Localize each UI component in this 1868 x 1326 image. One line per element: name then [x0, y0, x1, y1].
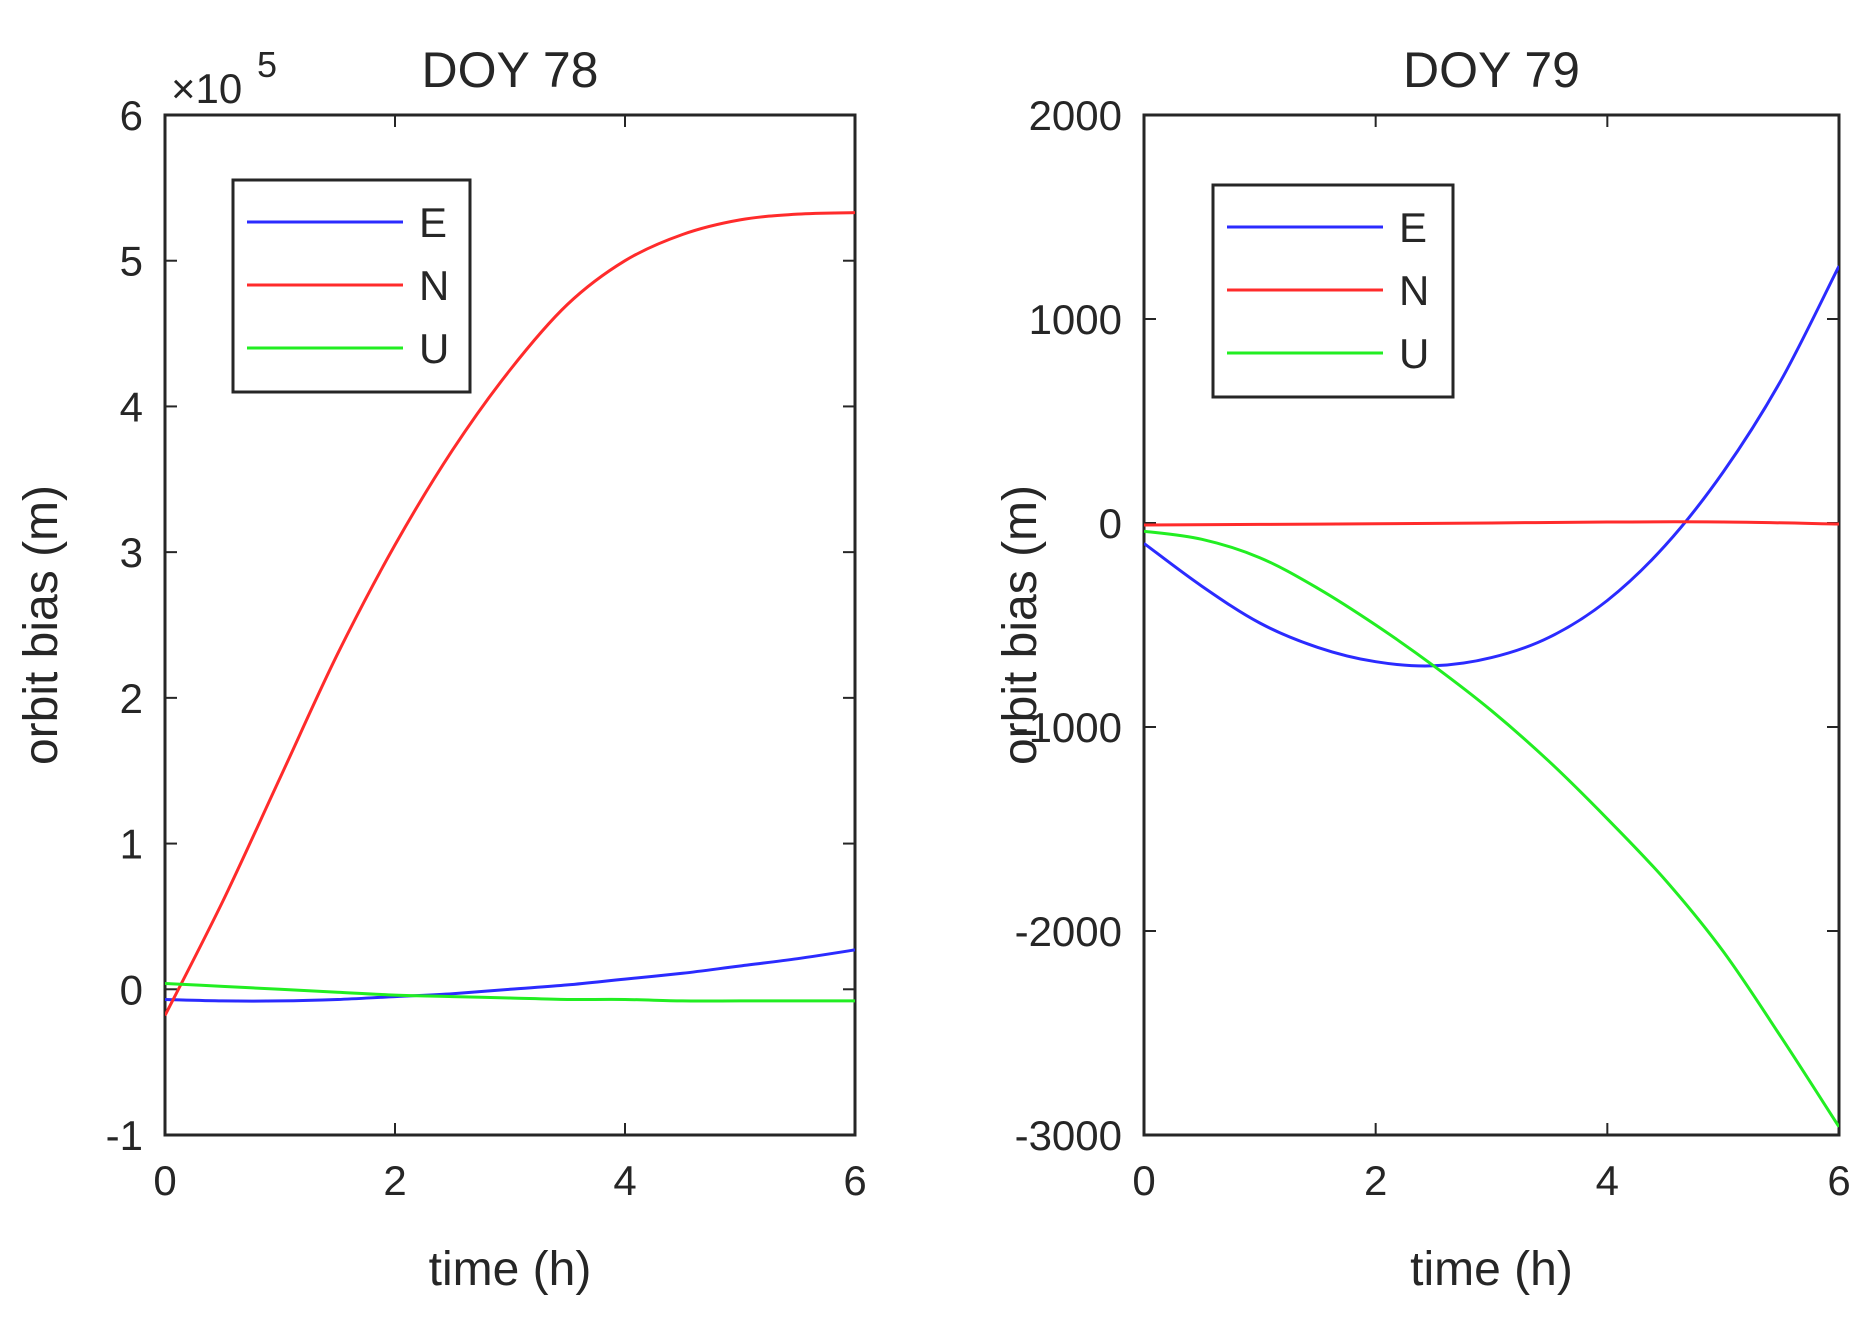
legend-label-E: E — [419, 199, 447, 246]
legend-label-U: U — [419, 325, 449, 372]
series-line-N — [165, 211, 855, 1017]
x-tick-label: 0 — [1132, 1157, 1155, 1204]
legend-label-N: N — [419, 262, 449, 309]
x-tick-label: 2 — [1364, 1157, 1387, 1204]
series-line-U — [1144, 529, 1839, 1128]
series-group — [165, 211, 855, 1017]
legend-label-N: N — [1399, 267, 1429, 314]
y-tick-label: -1 — [106, 1112, 143, 1159]
legend-label-E: E — [1399, 204, 1427, 251]
y-tick-label: 2 — [120, 675, 143, 722]
legend-label-U: U — [1399, 330, 1429, 377]
series-line-N — [1144, 520, 1839, 527]
y-tick-label: -1000 — [1015, 704, 1122, 751]
y-tick-label: 6 — [120, 92, 143, 139]
x-tick-label: 4 — [613, 1157, 636, 1204]
y-tick-label: 4 — [120, 383, 143, 430]
series-line-U — [165, 982, 855, 1003]
y-tick-label: 5 — [120, 238, 143, 285]
series-line-E — [1144, 265, 1839, 668]
y-tick-label: 2000 — [1029, 92, 1122, 139]
y-tick-label: 3 — [120, 529, 143, 576]
chart-panel-2: DOY 79 0 2 4 6 -3000 -2000 -1000 0 1000 2000 time (… — [994, 42, 1851, 1296]
y-tick-label: 0 — [120, 966, 143, 1013]
x-tick-label: 0 — [153, 1157, 176, 1204]
x-tick-label: 6 — [843, 1157, 866, 1204]
y-axis-label: orbit bias (m) — [994, 485, 1047, 765]
series-group — [1144, 265, 1839, 1128]
y-tick-label: 1000 — [1029, 296, 1122, 343]
x-axis-label: time (h) — [1410, 1243, 1573, 1296]
legend: ENU — [1211, 183, 1455, 399]
y-tick-label: -2000 — [1015, 908, 1122, 955]
legend: ENU — [231, 178, 472, 394]
x-tick-label: 4 — [1596, 1157, 1619, 1204]
chart-title: DOY 78 — [422, 42, 599, 98]
chart-title: DOY 79 — [1403, 42, 1580, 98]
y-tick-label: 1 — [120, 821, 143, 868]
y-tick-label: -3000 — [1015, 1112, 1122, 1159]
series-line-E — [165, 948, 855, 1003]
y-scale-exponent: 5 — [257, 44, 277, 85]
x-tick-label: 2 — [383, 1157, 406, 1204]
x-axis-label: time (h) — [429, 1243, 592, 1296]
x-tick-label: 6 — [1827, 1157, 1850, 1204]
y-tick-label: 0 — [1099, 500, 1122, 547]
y-scale-multiplier: ×10 — [171, 65, 242, 112]
y-axis-label: orbit bias (m) — [15, 485, 68, 765]
